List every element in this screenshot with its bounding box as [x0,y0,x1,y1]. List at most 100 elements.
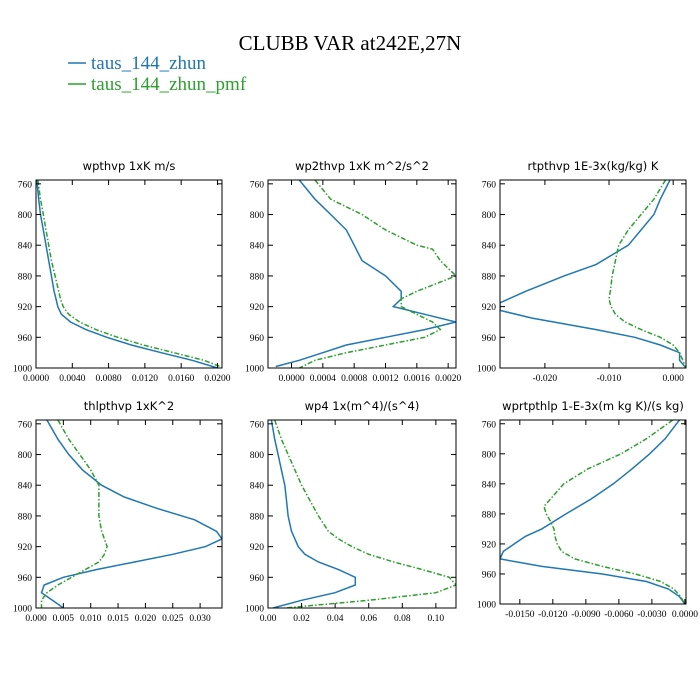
series-line-zhun [275,180,456,368]
x-tick-label: 0.020 [135,614,157,624]
x-tick-label: 0.0000 [278,374,304,384]
panels: wpthvp 1xK m/s76080084088092096010000.00… [13,159,698,624]
y-tick-label: 920 [18,543,33,553]
y-tick-label: 1000 [477,601,496,611]
y-tick-label: 1000 [245,365,264,375]
y-tick-label: 960 [250,334,265,344]
x-tick-label: 0.0012 [372,374,398,384]
panel-4: thlpthvp 1xK^276080084088092096010000.00… [13,399,223,624]
x-tick-label: 0.025 [162,614,184,624]
plot-frame [267,179,457,369]
y-tick-label: 1000 [13,605,32,615]
x-tick-label: 0.010 [80,614,102,624]
series-line-zhun-pmf [608,180,686,368]
x-tick-label: 0.10 [428,614,445,624]
x-tick-label: -0.0060 [604,610,634,620]
y-tick-label: 840 [18,482,33,492]
x-tick-label: 0.00 [260,614,277,624]
y-tick-label: 880 [250,512,265,522]
y-tick-label: 760 [482,420,497,430]
series-line-zhun-pmf [273,420,456,608]
x-tick-label: -0.010 [597,374,622,384]
y-tick-label: 880 [250,272,265,282]
y-tick-label: 920 [250,303,265,313]
x-tick-label: 0.0160 [168,374,194,384]
series-line-zhun [500,420,686,604]
y-tick-label: 840 [482,242,497,252]
y-tick-label: 800 [250,211,265,221]
x-tick-label: 0.0020 [435,374,461,384]
y-tick-label: 840 [250,482,265,492]
y-tick-label: 880 [18,272,33,282]
x-tick-label: 0.000 [662,374,684,384]
y-tick-label: 760 [18,420,33,430]
x-tick-label: 0.06 [360,614,377,624]
series-line-zhun [40,420,222,608]
panel-3: rtpthvp 1E-3x(kg/kg) K 760 800 840 880 920 960… [477,159,687,384]
y-tick-label: 1000 [477,365,496,375]
x-tick-label: 0.02 [293,614,310,624]
y-tick-label: 800 [18,451,33,461]
plot-frame [267,419,457,609]
y-tick-label: 760 [482,180,497,190]
x-tick-label: 0.030 [189,614,211,624]
x-tick-label: 0.08 [394,614,411,624]
y-tick-label: 960 [18,574,33,584]
x-tick-label: -0.020 [533,374,558,384]
series-line-zhun [36,180,218,368]
panel-title: wpthvp 1xK m/s [83,159,176,173]
legend-label-2: taus_144_zhun_pmf [91,74,247,95]
x-tick-label: 0.0000 [672,610,698,620]
x-tick-label: -0.0030 [637,610,667,620]
panel-1: wpthvp 1xK m/s76080084088092096010000.00… [13,159,231,384]
x-tick-label: 0.0200 [204,374,230,384]
x-tick-label: 0.0040 [59,374,85,384]
panel-title: wp4 1x(m^4)/(s^4) [305,399,420,413]
y-tick-label: 880 [482,272,497,282]
y-tick-label: 1000 [245,605,264,615]
y-tick-label: 960 [482,334,497,344]
panel-title: thlpthvp 1xK^2 [84,399,174,413]
legend: taus_144_zhun taus_144_zhun_pmf [68,53,247,95]
plot-frame [35,179,223,369]
plot-frame [499,179,687,369]
y-tick-label: 800 [18,211,33,221]
x-tick-label: 0.0004 [310,374,336,384]
y-tick-label: 880 [18,512,33,522]
panel-title: wp2thvp 1xK m^2/s^2 [295,159,429,173]
y-tick-label: 920 [250,543,265,553]
panel-6: wprtpthlp 1-E-3x(m kg K)/(s kg) 760 800 840… [477,399,698,620]
x-tick-label: 0.04 [327,614,344,624]
series-line-zhun-pmf [298,180,456,368]
x-tick-label: 0.0120 [132,374,158,384]
y-tick-label: 1000 [13,365,32,375]
x-tick-label: 0.0008 [341,374,367,384]
x-tick-label: 0.0016 [404,374,430,384]
y-tick-label: 920 [482,540,497,550]
y-tick-label: 880 [482,510,497,520]
y-tick-label: 960 [250,574,265,584]
y-tick-label: 800 [250,451,265,461]
y-tick-label: 840 [18,242,33,252]
panel-title: wprtpthlp 1-E-3x(m kg K)/(s kg) [502,399,684,413]
series-line-zhun-pmf [543,420,686,604]
y-tick-label: 760 [250,420,265,430]
y-tick-label: 840 [482,480,497,490]
panel-2: wp2thvp 1xK m^2/s^2 760 800 840 880 920 960 100… [245,159,461,384]
y-tick-label: 960 [18,334,33,344]
x-tick-label: -0.0120 [538,610,568,620]
plot-frame [499,419,687,605]
y-tick-label: 960 [482,570,497,580]
x-tick-label: 0.0080 [96,374,122,384]
series-line-zhun [270,420,357,608]
series-line-zhun [500,180,686,368]
y-tick-label: 760 [18,180,33,190]
x-tick-label: 0.000 [25,614,47,624]
plot-frame [35,419,223,609]
panel-title: rtpthvp 1E-3x(kg/kg) K [528,159,659,173]
panel-5: wp4 1x(m^4)/(s^4)76080084088092096010000… [245,399,457,624]
x-tick-label: 0.0000 [23,374,49,384]
x-tick-label: 0.005 [53,614,75,624]
legend-label-1: taus_144_zhun [91,53,207,74]
